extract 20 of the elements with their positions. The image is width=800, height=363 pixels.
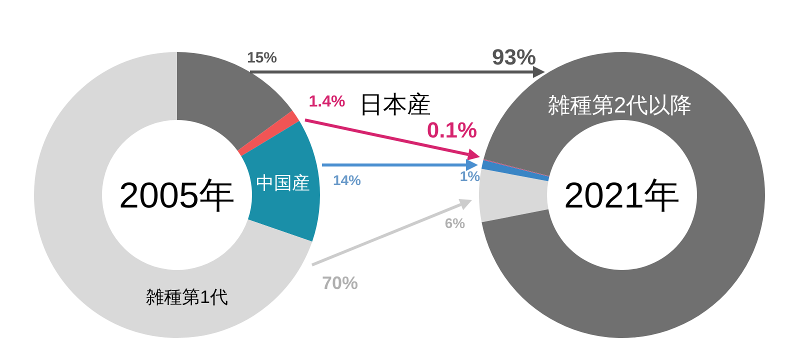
text: 2005年 xyxy=(118,174,236,216)
donut-slice xyxy=(177,52,292,151)
text: 2021年 xyxy=(564,174,680,216)
data-label: 14% xyxy=(332,172,362,188)
data-label: 1.4% xyxy=(308,94,346,110)
donut-slice xyxy=(238,110,300,156)
data-label: 0.1% xyxy=(426,118,478,142)
data-label: 70% xyxy=(322,273,358,293)
donut-slice xyxy=(481,160,550,182)
donut-slice xyxy=(479,168,548,222)
donut-slice xyxy=(483,159,550,177)
slice-label: 中国産 xyxy=(256,173,310,193)
slice-label: 雑種第2代以降 xyxy=(548,92,692,118)
slice-label: 雑種第1代 xyxy=(146,287,228,307)
donut-slice xyxy=(241,120,320,242)
data-label: 15% xyxy=(246,50,278,66)
data-label: 6% xyxy=(444,215,466,231)
data-label: 93% xyxy=(492,44,536,70)
slice-label: 日本産 xyxy=(359,92,431,118)
data-label: 1% xyxy=(460,168,481,184)
